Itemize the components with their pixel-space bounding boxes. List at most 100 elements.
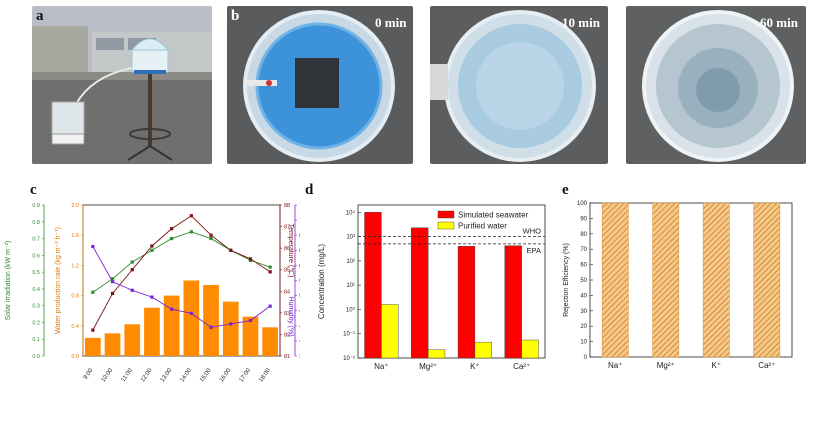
- solar-tick-label: 0.2: [32, 320, 40, 326]
- water-tick-label: 1.6: [71, 233, 79, 239]
- point-temp: [268, 270, 272, 274]
- humidity-tick-label: 56: [299, 279, 300, 285]
- y-tick-label: 70: [580, 247, 587, 253]
- point-humidity: [110, 280, 115, 284]
- ref-label-who: WHO: [523, 227, 541, 236]
- humidity-tick-label: 72: [299, 218, 300, 224]
- x-tick-label: K⁺: [711, 361, 721, 370]
- water-production-bar: [124, 324, 141, 356]
- humidity-tick-label: 60: [299, 263, 300, 269]
- y-axis-title: Rejection Efficiency (%): [563, 243, 570, 317]
- x-tick-label: Ca²⁺: [758, 361, 775, 370]
- x-tick-label: 15:00: [199, 367, 213, 383]
- bar-purified: [427, 349, 446, 359]
- bar-purified: [381, 304, 399, 359]
- photo-b-10min: 10 min: [430, 6, 608, 164]
- x-tick-label: Na⁺: [374, 362, 388, 371]
- x-tick-label: 13:00: [160, 367, 174, 383]
- water-production-bar: [104, 333, 121, 356]
- water-production-bar: [183, 280, 200, 356]
- humidity-tick-label: 68: [299, 233, 300, 239]
- y-tick-label: 10⁴: [346, 209, 356, 216]
- time-label-0min: 0 min: [375, 15, 407, 30]
- y-tick-label: 10⁰: [346, 306, 356, 313]
- x-tick-label: Na⁺: [608, 361, 622, 370]
- setup-illustration: [32, 6, 212, 164]
- x-tick-label: 12:00: [140, 367, 154, 383]
- temp-tick-label: 88: [284, 203, 290, 209]
- x-tick-label: 11:00: [121, 367, 135, 383]
- line-solar: [92, 231, 271, 293]
- legend-swatch: [437, 210, 455, 219]
- water-tick-label: 2.0: [71, 203, 79, 209]
- photo-b-0min: b 0 min: [227, 6, 413, 164]
- point-humidity: [170, 307, 174, 311]
- x-tick-label: 14:00: [179, 367, 193, 383]
- dish-0min-illustration: [243, 10, 395, 162]
- panel-d-label: d: [305, 182, 314, 198]
- solar-tick-label: 0.6: [32, 253, 40, 259]
- point-temp: [110, 291, 115, 296]
- x-tick-label: 10:00: [101, 367, 115, 383]
- point-solar: [170, 236, 174, 241]
- point-temp: [189, 214, 193, 218]
- humidity-tick-label: 52: [299, 294, 300, 300]
- water-production-bar: [85, 337, 101, 356]
- chart-d-ion-concentration: 10⁻² 10⁻¹ 10⁰ 10¹ 10² 10³ 10⁴ Concentration (mg…: [317, 204, 546, 371]
- water-tick-label: 0.0: [71, 354, 79, 360]
- panel-a-label: a: [36, 8, 44, 24]
- solar-axis-title: Solar irradiation (kW m⁻²): [5, 241, 12, 321]
- bar-purified: [521, 339, 539, 359]
- bar-seawater: [364, 212, 382, 359]
- solar-tick-label: 0.0: [32, 354, 40, 360]
- y-tick-label: 10: [580, 340, 587, 346]
- humidity-tick-label: 76: [299, 203, 300, 209]
- line-humidity: [92, 246, 271, 328]
- temp-tick-label: 82: [284, 332, 290, 338]
- time-label-60min: 60 min: [760, 15, 798, 30]
- point-solar: [268, 265, 272, 269]
- panel-b-label: b: [231, 8, 240, 24]
- panel-e-label: e: [562, 182, 569, 198]
- legend-label: Simulated seawater: [458, 211, 529, 220]
- legend-label: Purified water: [458, 222, 507, 231]
- point-solar: [150, 248, 154, 252]
- water-axis-title: Water production rate (kg m⁻² h⁻¹): [55, 227, 62, 334]
- bar-purified: [474, 341, 492, 359]
- point-temp: [170, 227, 174, 231]
- x-tick-label: 9:00: [83, 367, 95, 381]
- point-humidity: [209, 325, 213, 329]
- bar-seawater: [504, 245, 522, 359]
- solar-tick-label: 0.1: [32, 337, 40, 343]
- temp-tick-label: 83: [284, 311, 290, 317]
- temp-axis-title: Temperature (℃): [287, 224, 294, 278]
- point-temp: [91, 328, 95, 332]
- solar-tick-label: 0.3: [32, 304, 40, 310]
- point-humidity: [150, 295, 154, 299]
- bar-seawater: [411, 227, 429, 359]
- rejection-bar: [753, 202, 781, 358]
- photo-b-60min: 60 min: [626, 6, 806, 164]
- point-humidity: [91, 244, 95, 249]
- point-temp: [209, 233, 213, 237]
- point-humidity: [268, 304, 272, 308]
- water-production-bar: [163, 295, 180, 356]
- chart-e-rejection-efficiency: 0 10 20 30 40 50 60 70 80 90 100 Rejection Efficien…: [563, 201, 793, 370]
- y-tick-label: 30: [580, 309, 587, 315]
- temp-tick-label: 85: [284, 268, 290, 274]
- humidity-axis-title: Humidity (%): [287, 296, 294, 336]
- temp-tick-label: 81: [284, 354, 290, 360]
- x-tick-label: K⁺: [470, 362, 480, 371]
- solar-tick-label: 0.4: [32, 287, 40, 293]
- time-label-10min: 10 min: [562, 15, 600, 30]
- point-solar: [91, 290, 95, 294]
- solar-tick-label: 0.7: [32, 237, 40, 243]
- x-tick-label: 18:00: [258, 367, 272, 383]
- water-production-bar: [242, 316, 259, 356]
- y-tick-label: 90: [580, 216, 587, 222]
- y-tick-label: 40: [580, 293, 587, 299]
- y-tick-label: 10⁻¹: [343, 332, 355, 338]
- point-solar: [209, 236, 213, 241]
- y-tick-label: 50: [580, 278, 587, 284]
- panel-c-label: c: [30, 182, 37, 198]
